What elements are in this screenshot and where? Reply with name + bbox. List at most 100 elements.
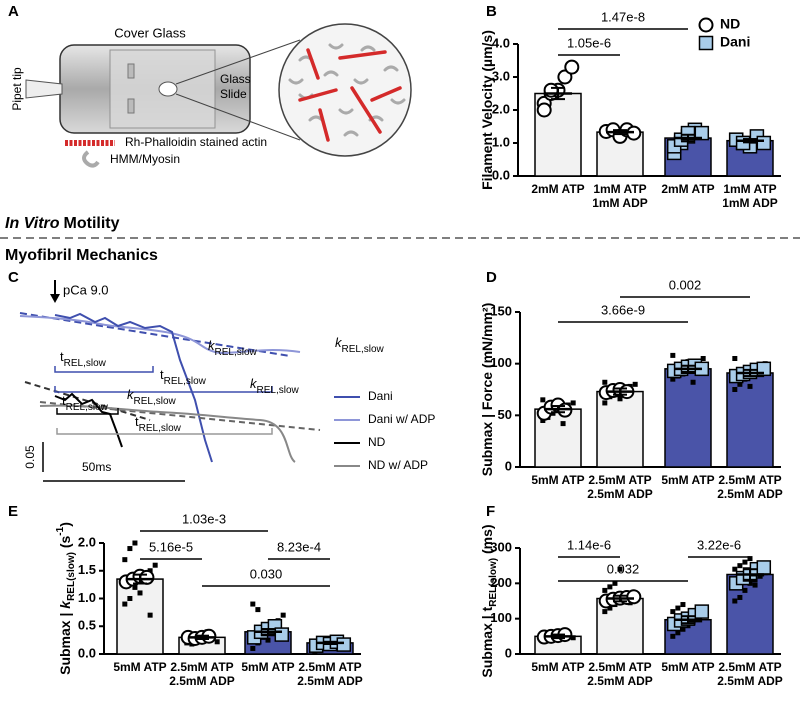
label-sub: REL,slow [257,385,300,396]
data-point [570,400,576,406]
force-traces: pCa 9.0 0.05 50ms [19,280,321,482]
data-point [122,557,128,563]
data-point [602,400,608,406]
legend-label: ND w/ ADP [368,458,428,472]
data-point [147,612,153,618]
trace-nd-adp [39,404,296,463]
fit-line [39,401,321,431]
legend-label: Dani [720,34,750,50]
y-axis-label-part: Submax | Force (mN/mm²) [479,303,495,477]
time-bracket [56,428,273,435]
data-point [690,379,696,385]
y-tick-label: 0.5 [78,618,96,633]
y-axis-label: Submax | kREL(slow) (s-1) [55,522,77,675]
data-point [602,379,608,385]
p-value: 5.16e-5 [149,539,193,554]
x-tick-label: 2.5mM ATP [718,660,781,674]
scale-label: 50ms [82,460,111,474]
p-value: 0.032 [607,561,640,576]
y-axis-label-part: REL(slow) [488,558,499,607]
y-axis-label: Submax | tREL(slow) (ms) [479,524,499,677]
data-point [737,381,743,387]
label-sub: REL,slow [134,396,177,407]
diagram-label: Slide [220,87,247,101]
x-tick-label: 2.5mM ADP [587,487,653,501]
y-tick-label: 300 [490,539,512,554]
trace-label: tREL,slow [60,349,107,369]
data-point [127,546,133,552]
zoom-line [175,39,301,85]
label-main: t [60,349,64,364]
y-tick-label: 4.0 [492,35,510,50]
legend-marker [698,35,714,51]
p-value: 0.030 [250,566,283,581]
x-tick-label: 2.5mM ATP [298,660,361,674]
data-point [602,587,608,593]
y-tick-label: 100 [490,610,512,625]
y-axis-label-part: REL(slow) [66,552,77,601]
data-point [570,635,576,641]
data-point [607,605,613,611]
data-point [742,559,748,565]
x-tick-label: 2.5mM ATP [718,473,781,487]
y-tick-label: 1.0 [78,590,96,605]
label-sub: REL,slow [66,402,109,413]
data-point [612,580,618,586]
y-tick-label: 1.5 [78,562,96,577]
data-point [617,566,623,572]
label-main: k [208,338,216,353]
replicate-point [694,604,710,619]
time-bracket [54,366,154,373]
x-tick-label: 2.5mM ATP [588,473,651,487]
time-bracket [56,408,119,415]
x-tick-label: 2mM ATP [531,182,584,196]
p-value: 0.002 [669,277,702,292]
trace-nd [54,392,123,448]
x-tick-label: 2.5mM ATP [170,660,233,674]
replicate-point [536,102,552,118]
p-value: 1.03e-3 [182,511,226,526]
data-point [122,601,128,607]
data-point [255,607,261,613]
panel-label: F [486,503,495,520]
data-point [742,587,748,593]
replicate-point [274,627,290,642]
bar [664,368,712,468]
y-tick-label: 2.0 [492,101,510,116]
data-point [265,637,271,643]
data-point [132,584,138,590]
data-point [280,612,286,618]
myosin-key [82,150,100,168]
data-point [250,601,256,607]
stimulus-arrow-head [50,294,60,303]
replicate-point [626,589,642,605]
label-main: t [135,414,139,429]
replicate-point [564,59,580,75]
data-point [752,582,758,588]
spacer [127,98,135,114]
data-point [127,596,133,601]
x-tick-label: 2.5mM ADP [297,674,363,688]
y-axis-label: Submax | Force (mN/mm²) [479,303,495,477]
label-sub: REL,slow [64,358,107,369]
y-tick-label: 1.0 [492,134,510,149]
data-point [607,584,613,590]
p-value: 3.66e-9 [601,302,645,317]
x-tick-label: 1mM ATP [593,182,646,196]
scale-label: 0.05 [23,445,37,469]
y-tick-label: 0 [505,645,512,660]
y-tick-label: 3.0 [492,68,510,83]
y-axis-label-part: (ms) [479,524,495,557]
x-tick-label: 1mM ATP [723,182,776,196]
data-point [560,421,566,427]
label-sub: REL,slow [164,376,207,387]
zoom-line [175,93,301,141]
data-point [680,626,686,632]
stimulus-label: pCa 9.0 [63,282,109,297]
diagram-label: Glass [220,72,251,86]
p-value: 1.14e-6 [567,537,611,552]
data-point [617,396,623,402]
replicate-point [336,637,352,652]
section-italic: In Vitro [5,215,60,232]
